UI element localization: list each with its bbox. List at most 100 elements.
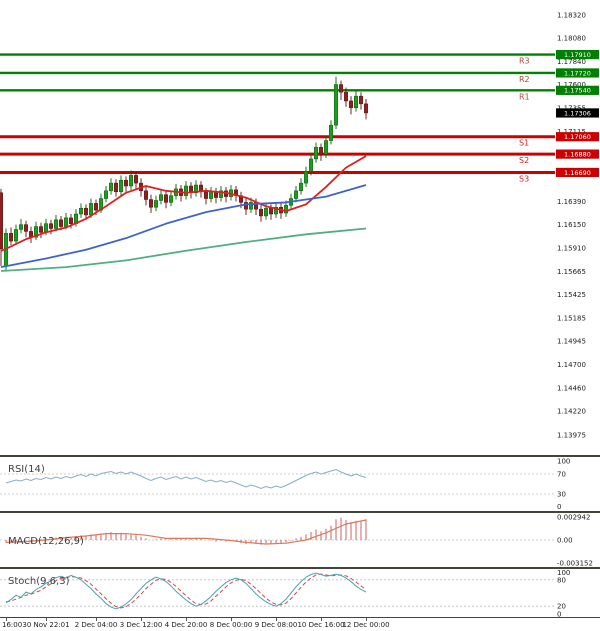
price-tick: 1.15910 [557,244,586,252]
candle-body [274,206,278,215]
macd-tick: 0.002942 [557,514,590,522]
price-tick: 1.15665 [557,268,586,276]
candle-body [149,199,153,208]
price-tick: 1.17600 [557,81,586,89]
time-tick-label: 12 Dec 00:00 [342,621,390,629]
candle-body [284,205,288,214]
candle-body [129,175,133,187]
candle-body [364,103,368,114]
candle-body [19,224,23,230]
candle-body [324,140,328,155]
pivot-label-R3: R3 [519,57,530,66]
candle-body [349,100,353,108]
candle-body [354,95,358,108]
candle-body [359,95,363,105]
time-axis: 16:00 30 Nov 22:01 2 Dec 04:00 3 Dec 12:00 4… [0,618,600,631]
price-tick: 1.14700 [557,361,586,369]
pivot-label-R2: R2 [519,75,530,84]
pivot-price-value: 1.17060 [564,133,591,141]
pivot-price-box-S1 [556,132,599,142]
candle-body [194,184,198,194]
candle-body [94,203,98,211]
rsi-panel: 100 70 30 0 [0,458,570,511]
candle-body [244,202,248,210]
macd-tick: 0.00 [557,537,573,545]
candle-body [319,147,323,155]
candle-body [119,179,123,193]
candle-body [154,200,158,208]
time-tick-label: 10 Dec 16:00 [297,621,345,629]
candle-body [249,202,253,210]
candle-body [309,158,313,172]
candle-body [164,194,168,203]
candle-body [79,207,83,215]
time-tick-label: 9 Dec 08:00 [254,621,298,629]
macd-label: MACD(12,26,9) [8,536,84,547]
time-tick-mark [231,618,232,621]
pivot-label-S2: S2 [519,156,529,165]
candle-body [294,190,298,199]
price-tick: 1.16390 [557,198,586,206]
candle-body [44,223,48,233]
price-tick: 1.18080 [557,35,586,43]
price-tick: 1.14460 [557,384,586,392]
rsi-tick: 0 [557,503,561,511]
time-tick-mark [141,618,142,621]
candle-body [9,233,13,242]
candle-body [0,192,3,250]
time-tick-label: 8 Dec 00:00 [209,621,253,629]
candle-body [49,223,53,229]
candle-body [329,124,333,141]
time-tick-mark [6,618,7,621]
candle-body [169,195,173,203]
pivot-price-box-S2 [556,149,599,159]
time-tick-mark [96,618,97,621]
panel-separator [0,511,600,513]
stoch-tick: 100 [557,569,570,577]
candle-body [24,224,28,232]
pivot-price-value: 1.17540 [564,87,591,95]
rsi-tick: 30 [557,491,566,499]
pivot-price-value: 1.17910 [564,51,591,59]
rsi-tick: 70 [557,471,566,479]
price-tick: 1.18320 [557,11,586,19]
candle-body [209,191,213,199]
rsi-tick: 100 [557,458,570,466]
candle-body [69,217,73,224]
time-tick-label: 2 Dec 04:00 [74,621,118,629]
candle-body [124,179,128,187]
pivot-price-box-R3 [556,49,599,60]
candle-body [344,92,348,102]
ma-mid-blue [0,184,367,269]
candle-body [219,190,223,198]
candle-body [39,226,43,233]
candle-body [114,182,118,193]
time-tick-label: 30 Nov 22:01 [22,621,70,629]
ma-fast-red [0,155,367,252]
candle-body [89,203,93,216]
pivot-price-value: 1.16880 [564,151,591,159]
panel-separator [0,617,600,618]
current-price-value: 1.17306 [564,109,591,117]
time-tick-mark [186,618,187,621]
candle-body [339,84,343,93]
stoch-k-line [5,572,367,610]
candle-body [259,208,263,217]
candle-body [304,171,308,184]
candle-body [299,182,303,192]
macd-signal-line [5,519,367,545]
time-tick-mark [46,618,47,621]
candle-body [84,207,88,216]
candle-body [144,190,148,200]
time-tick-label: 3 Dec 12:00 [119,621,163,629]
candle-body [59,219,63,227]
time-tick-label: 16:00 [2,621,23,629]
price-tick: 1.15425 [557,291,586,299]
time-tick-mark [276,618,277,621]
time-tick-mark [366,618,367,621]
price-tick: 1.15185 [557,314,586,322]
rsi-line [5,468,367,490]
candlestick-panel: 1.183201.180801.178401.176001.173551.171… [0,11,599,439]
rsi-label: RSI(14) [8,464,45,475]
